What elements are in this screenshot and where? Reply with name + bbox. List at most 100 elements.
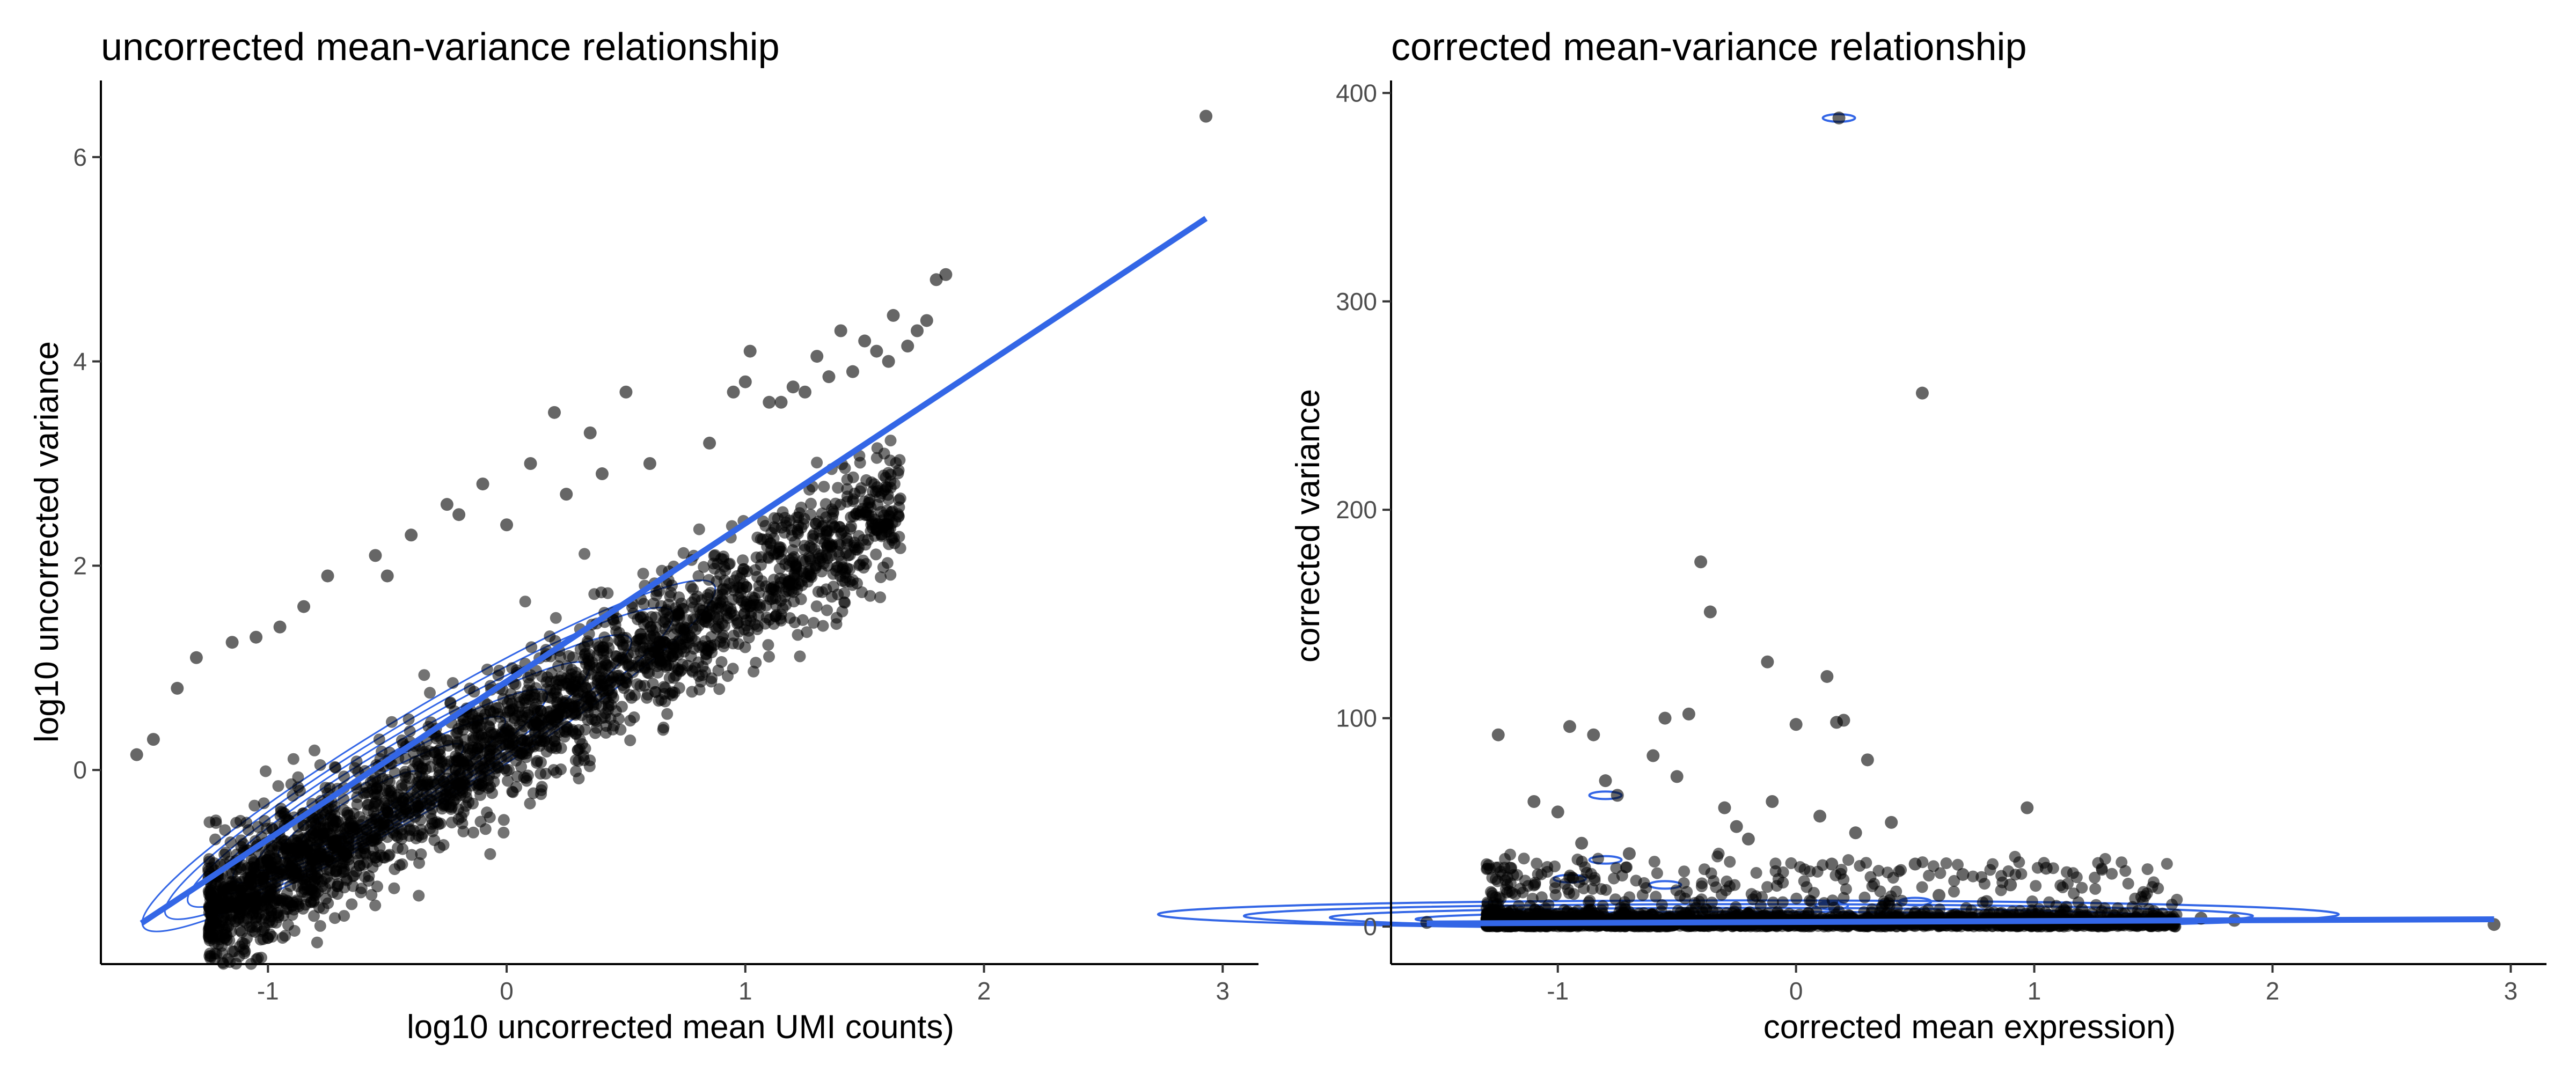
data-point (590, 722, 603, 734)
data-point (262, 932, 274, 944)
fit-line (140, 216, 1208, 926)
data-point (884, 435, 897, 447)
data-point (760, 612, 773, 623)
data-point (738, 607, 750, 620)
data-point (1638, 877, 1650, 889)
data-point (870, 548, 882, 561)
data-point (407, 747, 420, 759)
data-point (1720, 884, 1732, 896)
data-point (424, 687, 436, 699)
outlier-point (619, 385, 633, 399)
data-point (287, 842, 299, 855)
data-point (479, 708, 491, 721)
data-point (488, 776, 500, 788)
data-point (389, 767, 401, 779)
data-point (546, 741, 558, 754)
data-point (224, 836, 237, 848)
data-point (762, 590, 774, 602)
data-point (682, 659, 694, 672)
data-point (355, 886, 367, 899)
outlier-point (901, 340, 914, 353)
data-point (827, 568, 839, 580)
data-point (513, 749, 525, 761)
data-point (231, 902, 244, 914)
data-point (565, 668, 577, 680)
data-point (1490, 873, 1502, 885)
data-point (550, 716, 562, 728)
y-axis-label: log10 uncorrected variance (28, 341, 65, 743)
data-point (751, 571, 763, 583)
data-point (1842, 854, 1855, 866)
data-point (693, 523, 705, 535)
data-point (535, 704, 547, 717)
data-point (550, 612, 562, 624)
data-point (210, 930, 223, 942)
data-point (840, 532, 853, 545)
data-point (1679, 892, 1691, 905)
data-point (597, 644, 610, 657)
data-point (413, 890, 425, 902)
data-point (487, 742, 499, 754)
data-point (338, 793, 350, 805)
data-point (210, 817, 222, 829)
data-point (420, 748, 432, 760)
data-point (677, 602, 690, 615)
data-point (523, 678, 536, 690)
data-point (579, 548, 591, 560)
data-point (493, 664, 506, 677)
x-axis-label: log10 uncorrected mean UMI counts) (407, 1009, 954, 1046)
outlier-point (595, 467, 609, 481)
data-point (685, 580, 697, 593)
data-point (693, 670, 705, 682)
data-point (358, 847, 371, 859)
data-point (807, 530, 819, 542)
data-point (316, 875, 328, 887)
outlier-point (250, 630, 263, 644)
data-point (1696, 877, 1708, 890)
data-point (1987, 858, 1999, 870)
data-point (343, 822, 356, 834)
data-point (258, 797, 270, 810)
data-point (1724, 856, 1736, 868)
data-point (761, 533, 773, 546)
data-point (324, 782, 336, 794)
data-point (436, 803, 448, 815)
data-point (626, 601, 638, 613)
data-point (621, 673, 633, 685)
data-point (416, 762, 428, 775)
data-point (1940, 857, 1952, 869)
outlier-point (738, 375, 752, 388)
data-point (386, 716, 398, 728)
data-point (653, 649, 665, 661)
data-point (722, 670, 734, 682)
data-point (692, 570, 705, 582)
outlier-point (763, 395, 776, 409)
data-point (1769, 857, 1782, 870)
data-point (836, 605, 848, 618)
data-point (748, 665, 760, 678)
data-point (316, 827, 328, 840)
data-point (554, 703, 567, 715)
data-point (709, 621, 721, 634)
data-point (554, 651, 566, 663)
outlier-point (774, 395, 788, 409)
data-point (582, 706, 594, 718)
outlier-point (798, 385, 811, 399)
data-point (805, 497, 817, 510)
outlier-point (930, 273, 943, 286)
outlier-point (643, 457, 656, 471)
data-point (603, 684, 616, 696)
data-point (883, 538, 895, 550)
data-point (290, 870, 302, 883)
data-point (830, 618, 843, 630)
data-point (304, 884, 316, 896)
data-point (655, 694, 668, 706)
data-point (260, 765, 272, 777)
data-point (663, 672, 676, 684)
data-point (327, 813, 340, 825)
data-point (266, 888, 278, 901)
data-point (519, 596, 531, 608)
data-point (641, 692, 653, 704)
outlier-point (171, 681, 184, 695)
data-point (242, 824, 254, 836)
